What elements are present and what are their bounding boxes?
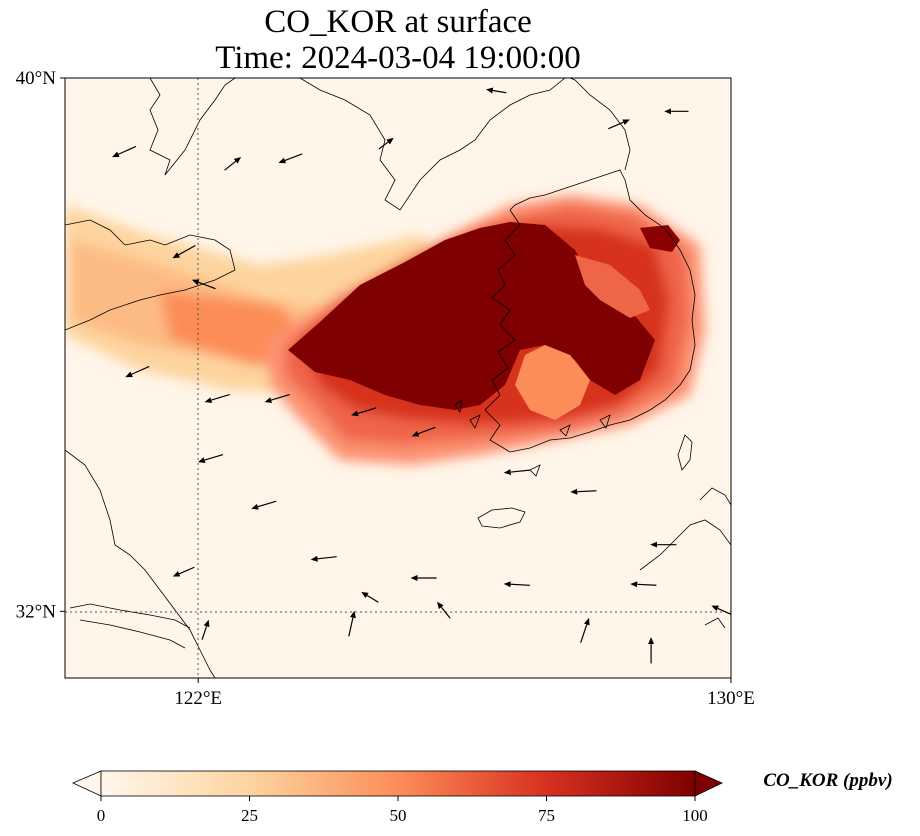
wind-arrow-5 bbox=[264, 393, 290, 403]
coast-bohai-north bbox=[299, 78, 566, 211]
wind-arrow-13 bbox=[570, 488, 597, 495]
plume-mid bbox=[160, 290, 300, 365]
wind-arrow-27 bbox=[378, 137, 394, 150]
colorbar-gradient bbox=[100, 770, 696, 797]
coast-jeju bbox=[477, 507, 526, 529]
colorbar-extend-max bbox=[694, 770, 723, 797]
wind-arrow-18 bbox=[201, 619, 210, 640]
colorbar-tick-label-3: 75 bbox=[538, 806, 555, 825]
colorbar: 0 25 50 75 100 bbox=[72, 770, 723, 825]
colorbar-label: CO_KOR (ppbv) bbox=[763, 770, 893, 791]
wind-arrow-16 bbox=[503, 581, 530, 588]
coast-korea-east bbox=[509, 169, 696, 371]
axes: 122°E 130°E 40°N 32°N bbox=[16, 68, 755, 709]
wind-arrow-7 bbox=[251, 500, 277, 510]
coast-liaodong bbox=[149, 78, 236, 176]
wind-arrow-29 bbox=[608, 119, 630, 130]
coast-korea-northeast bbox=[569, 78, 631, 171]
y-tick-label-0: 40°N bbox=[16, 68, 57, 89]
chart-title: CO_KOR at surface Time: 2024-03-04 19:00… bbox=[0, 4, 796, 76]
plume-east-band bbox=[575, 255, 650, 318]
wind-arrow-1 bbox=[172, 244, 196, 259]
x-tick-label-0: 122°E bbox=[174, 688, 222, 709]
wind-arrow-10 bbox=[351, 407, 377, 417]
wind-arrow-0 bbox=[111, 145, 137, 158]
wind-arrow-20 bbox=[580, 617, 590, 643]
map-frame bbox=[64, 77, 732, 679]
wind-arrow-22 bbox=[711, 605, 731, 615]
wind-arrow-3 bbox=[125, 365, 150, 378]
coast-shandong bbox=[65, 219, 236, 331]
plume-core bbox=[288, 222, 680, 420]
co-concentration-field bbox=[65, 195, 705, 465]
wind-arrow-25 bbox=[224, 156, 242, 171]
wind-arrow-19 bbox=[348, 610, 356, 637]
chart-title-line2: Time: 2024-03-04 19:00:00 bbox=[215, 40, 581, 76]
colorbar-tick-label-1: 25 bbox=[241, 806, 258, 825]
coast-china-east bbox=[65, 449, 216, 678]
wind-arrow-17 bbox=[630, 581, 657, 588]
plume-core-east bbox=[640, 225, 680, 252]
coast-kyushu bbox=[639, 487, 731, 629]
colorbar-ticks: 0 25 50 75 100 bbox=[97, 796, 708, 825]
chart-title-line1: CO_KOR at surface bbox=[264, 4, 532, 40]
colorbar-tick-label-4: 100 bbox=[682, 806, 708, 825]
coast-korea-west bbox=[484, 209, 691, 453]
x-tick-label-1: 130°E bbox=[707, 688, 755, 709]
wind-vectors bbox=[111, 87, 731, 664]
y-tick-label-1: 32°N bbox=[16, 601, 57, 622]
plume-core-main bbox=[288, 222, 655, 410]
gridlines bbox=[65, 78, 731, 678]
wind-arrow-4 bbox=[204, 393, 230, 403]
wind-arrow-2 bbox=[191, 279, 216, 290]
coast-islands bbox=[454, 399, 611, 477]
wind-arrow-24 bbox=[436, 601, 451, 619]
wind-arrow-11 bbox=[411, 426, 436, 437]
wind-arrow-23 bbox=[361, 591, 379, 603]
colorbar-tick-label-2: 50 bbox=[390, 806, 407, 825]
wind-arrow-9 bbox=[172, 566, 195, 577]
coastlines bbox=[65, 78, 731, 678]
wind-arrow-28 bbox=[485, 87, 507, 94]
plume-pocket bbox=[515, 345, 590, 420]
colorbar-extend-min bbox=[72, 770, 102, 797]
coast-tsushima bbox=[677, 434, 693, 471]
wind-arrow-26 bbox=[278, 153, 303, 164]
wind-arrow-8 bbox=[310, 555, 337, 562]
wind-arrow-12 bbox=[503, 469, 530, 476]
colorbar-tick-label-0: 0 bbox=[97, 806, 106, 825]
wind-arrow-6 bbox=[197, 453, 224, 463]
